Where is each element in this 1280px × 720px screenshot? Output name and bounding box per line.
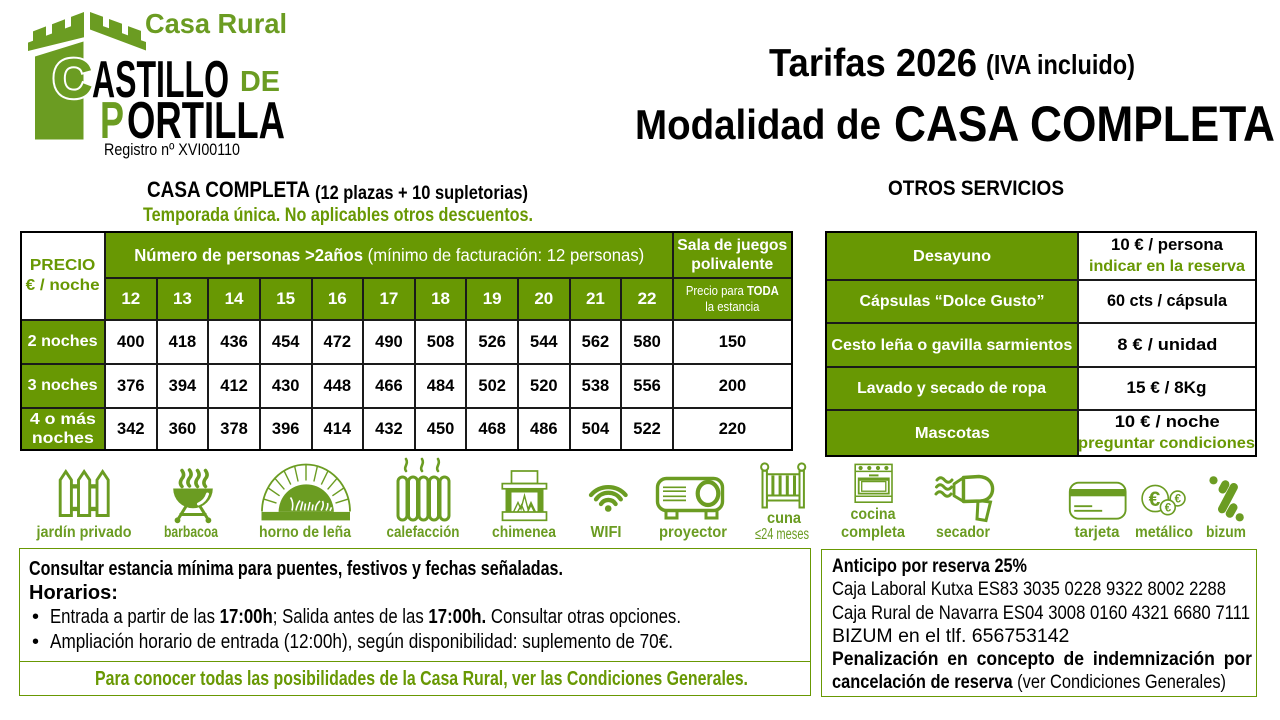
svg-text:C: C xyxy=(53,49,92,109)
svg-text:DE: DE xyxy=(240,66,280,98)
svg-text:Registro nº XVI00110: Registro nº XVI00110 xyxy=(104,140,240,159)
svg-text:€: € xyxy=(1175,494,1182,506)
svg-text:ASTILLO: ASTILLO xyxy=(92,51,229,109)
svg-text:C: C xyxy=(53,49,92,109)
svg-text:ORTILLA: ORTILLA xyxy=(127,92,285,150)
svg-text:Casa Rural: Casa Rural xyxy=(145,8,287,39)
svg-text:P: P xyxy=(100,92,124,150)
svg-text:€: € xyxy=(1149,488,1161,511)
svg-text:€: € xyxy=(1165,502,1172,514)
